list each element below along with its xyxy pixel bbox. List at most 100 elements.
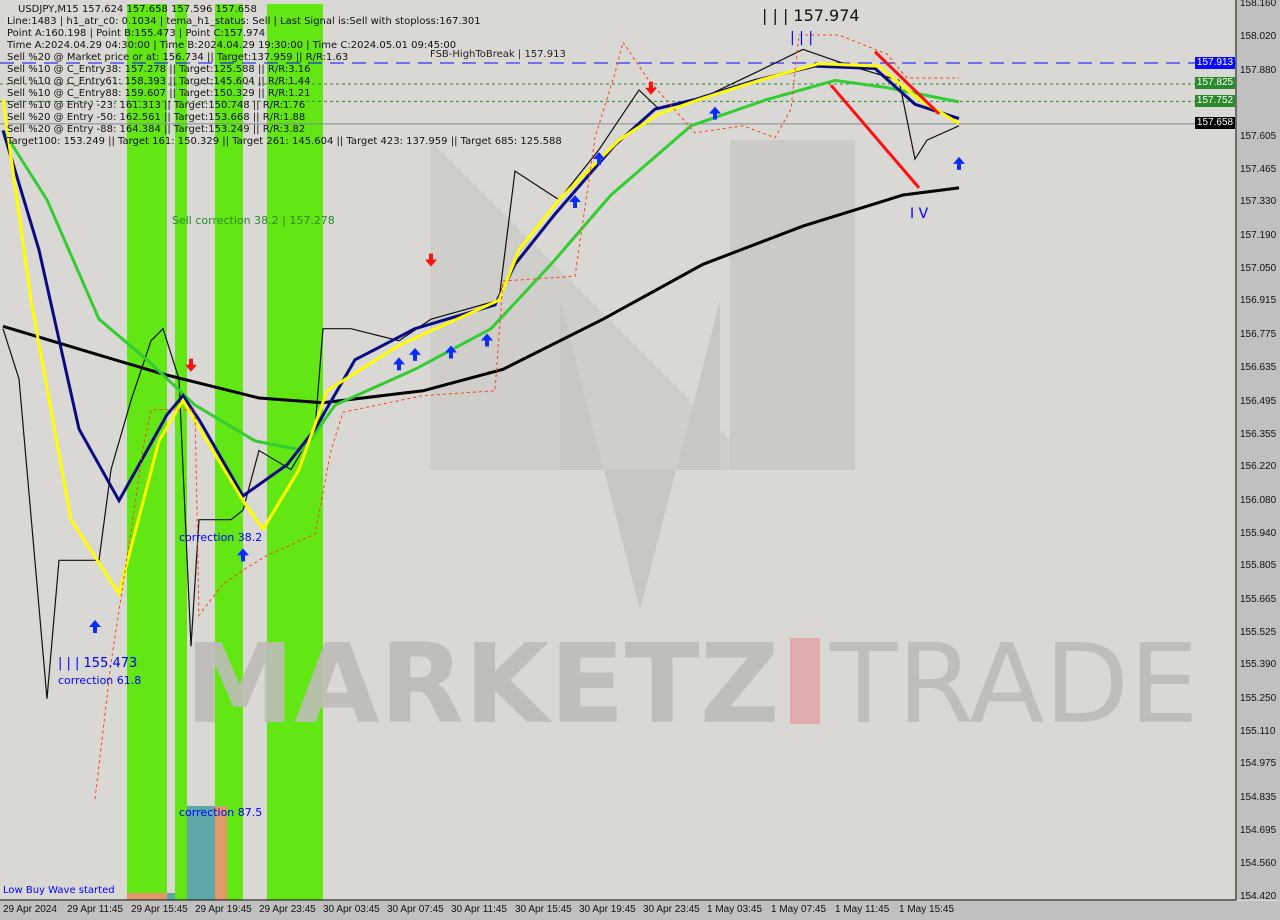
zone-band [215, 4, 243, 900]
correction-61-label: correction 61.8 [58, 674, 142, 687]
y-tick-label: 157.605 [1240, 130, 1277, 142]
buy-arrow-icon [709, 106, 721, 120]
y-tick-label: 155.665 [1240, 593, 1277, 605]
sell-correction-label: Sell correction 38.2 | 157.278 [172, 214, 335, 227]
info-line: Sell %20 @ Market price or at: 156.734 |… [7, 52, 349, 63]
ma-yellow-line [1, 62, 960, 598]
price-tag-level-1: 157.825 [1195, 77, 1235, 89]
buy-arrow-icon [593, 152, 605, 166]
x-tick-label: 1 May 03:45 [707, 904, 763, 915]
fsb-label: FSB-HighToBreak | 157.913 [430, 49, 566, 60]
x-tick-label: 30 Apr 15:45 [515, 904, 572, 915]
info-line: Sell %10 @ C_Entry88: 159.607 || Target:… [7, 88, 311, 99]
y-tick-label: 157.880 [1240, 64, 1277, 76]
price-axis[interactable] [1237, 0, 1280, 900]
y-tick-label: 154.420 [1240, 891, 1277, 902]
y-tick-label: 157.330 [1240, 196, 1277, 208]
zone-box-salmon [127, 893, 167, 900]
info-line: Sell %20 @ Entry -50: 162.561 || Target:… [7, 112, 306, 123]
zone-band [175, 4, 187, 900]
buy-arrow-icon [409, 347, 421, 361]
y-tick-label: 156.080 [1240, 494, 1277, 506]
x-tick-label: 1 May 15:45 [899, 904, 955, 915]
y-tick-label: 155.940 [1240, 528, 1277, 540]
y-tick-label: 158.160 [1240, 0, 1277, 9]
info-line: Time A:2024.04.29 04:30:00 | Time B:2024… [7, 40, 457, 51]
info-line: Point A:160.198 | Point B:155.473 | Poin… [7, 28, 266, 39]
buy-arrow-icon [481, 333, 493, 347]
zone-band [267, 4, 323, 900]
point-c-label: | | | 157.974 [762, 6, 860, 25]
y-tick-label: 156.495 [1240, 395, 1277, 407]
x-tick-label: 29 Apr 23:45 [259, 904, 316, 915]
x-tick-label: 29 Apr 19:45 [195, 904, 252, 915]
price-line [2, 48, 960, 699]
info-line: Sell %20 @ Entry -88: 164.384 || Target:… [7, 124, 306, 135]
watermark-bar [790, 638, 820, 724]
x-tick-label: 30 Apr 03:45 [323, 904, 380, 915]
zone-box-teal [167, 893, 175, 900]
sell-arrow-icon [645, 81, 657, 95]
price-tag-level-2: 157.752 [1195, 95, 1235, 107]
y-tick-label: 155.110 [1240, 726, 1276, 738]
info-line: Target100: 153.249 || Target 161: 150.32… [7, 136, 562, 147]
buy-arrow-icon [393, 357, 405, 371]
info-line: Sell %10 @ C_Entry38: 157.278 || Target:… [7, 64, 311, 75]
x-tick-label: 1 May 11:45 [835, 904, 890, 915]
y-tick-label: 155.250 [1240, 692, 1277, 704]
buy-arrow-icon [237, 548, 249, 562]
y-tick-label: 157.190 [1240, 229, 1277, 241]
x-tick-label: 29 Apr 2024 [3, 904, 57, 915]
low-buy-wave-label: Low Buy Wave started [3, 885, 115, 896]
info-line: Sell %10 @ Entry -23: 161.313 || Target:… [7, 100, 306, 111]
info-line: Line:1483 | h1_atr_c0: 0.1034 | tema_h1_… [7, 16, 481, 27]
watermark-text: MARKETZ [185, 620, 779, 748]
watermark-shape [560, 300, 720, 610]
y-tick-label: 157.050 [1240, 263, 1277, 275]
sell-arrow-icon [425, 253, 437, 267]
x-tick-label: 30 Apr 07:45 [387, 904, 444, 915]
price-tag-current: 157.658 [1195, 117, 1235, 129]
y-tick-label: 156.775 [1240, 328, 1277, 340]
zone-box-teal [187, 806, 215, 900]
x-tick-label: 1 May 07:45 [771, 904, 827, 915]
y-tick-label: 155.525 [1240, 627, 1277, 639]
buy-arrow-icon [953, 156, 965, 170]
y-tick-label: 154.975 [1240, 758, 1277, 770]
buy-arrow-icon [569, 195, 581, 209]
y-tick-label: 156.635 [1240, 362, 1277, 374]
x-tick-label: 30 Apr 23:45 [643, 904, 700, 915]
y-tick-label: 158.020 [1240, 31, 1277, 43]
watermark-text: TRADE [829, 620, 1199, 748]
y-tick-label: 156.915 [1240, 295, 1277, 307]
wave-line [873, 50, 941, 115]
correction-38-label: correction 38.2 [179, 531, 263, 544]
symbol-header: USDJPY,M15 157.624 157.658 157.596 157.6… [18, 4, 257, 15]
wave-iii-label: | | | [790, 30, 814, 46]
x-tick-label: 30 Apr 11:45 [451, 904, 507, 915]
correction-87-label: correction 87.5 [179, 806, 263, 819]
sell-arrow-icon [185, 358, 197, 372]
zone-box-salmon [215, 806, 227, 900]
y-tick-label: 154.835 [1240, 791, 1277, 803]
x-tick-label: 29 Apr 11:45 [67, 904, 123, 915]
y-tick-label: 157.465 [1240, 163, 1277, 175]
ma-black-line [2, 186, 960, 405]
info-line: Sell %10 @ C_Entry61: 158.393 || Target:… [7, 76, 311, 87]
point-b-label: | | | 155.473 [58, 656, 138, 671]
y-tick-label: 156.220 [1240, 461, 1277, 473]
y-tick-label: 154.560 [1240, 857, 1277, 869]
watermark-shape [730, 140, 855, 470]
buy-arrow-icon [89, 620, 101, 634]
x-tick-label: 30 Apr 19:45 [579, 904, 636, 915]
x-tick-label: 29 Apr 15:45 [131, 904, 188, 915]
ma-green-line [1, 78, 960, 453]
y-tick-label: 154.695 [1240, 825, 1277, 837]
wave-iv-label: I V [910, 206, 929, 222]
time-axis[interactable] [0, 901, 1280, 920]
buy-arrow-icon [445, 345, 457, 359]
y-tick-label: 155.805 [1240, 560, 1277, 572]
wave-line [829, 84, 921, 189]
